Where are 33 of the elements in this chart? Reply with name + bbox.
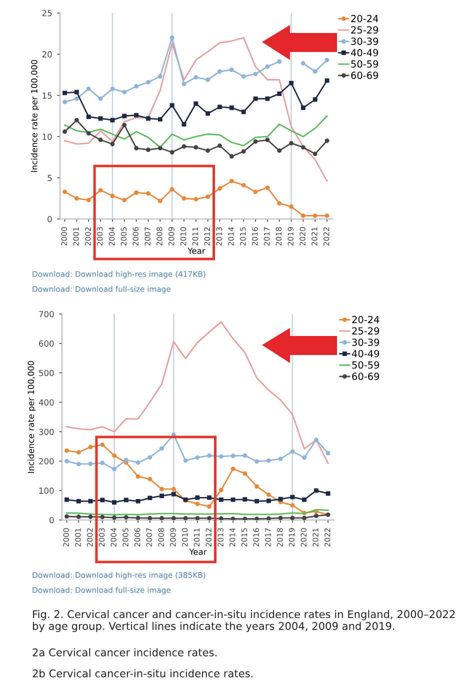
- x-axis-title: Year: [189, 548, 207, 555]
- x-axis-title: Year: [188, 248, 206, 254]
- y-tick-label: 300: [39, 428, 54, 435]
- y-tick-label: 0: [48, 216, 52, 222]
- legend-label: 50-59: [351, 60, 378, 68]
- y-tick-label: 400: [38, 399, 54, 406]
- legend-label: 25-29: [351, 26, 378, 34]
- y-tick-label: 25: [42, 10, 52, 16]
- y-tick-label: 15: [42, 92, 52, 99]
- y-tick-label: 100: [39, 488, 54, 494]
- y-tick-label: 200: [39, 458, 54, 464]
- legend-label: 20-24: [352, 316, 380, 324]
- y-axis-title: Incidence rate per 100,000: [28, 360, 36, 473]
- legend-label: 60-69: [352, 372, 380, 380]
- legend-label: 40-49: [352, 350, 380, 358]
- y-tick-label: 600: [39, 340, 54, 347]
- caption: Fig. 2. Cervical cancer and cancer-in-situ incidence rates in England, 2000–2022 by age group. Vertical lines indicate the years 2004, 2009 and 2019.: [32, 610, 455, 632]
- legend-label: 25-29: [352, 327, 380, 335]
- text: 2a Cervical cancer incidence rates.: [32, 648, 216, 656]
- text: 2b Cervical cancer-in-situ incidence rates.: [32, 669, 253, 678]
- legend-label: 60-69: [351, 72, 378, 80]
- legend-label: 40-49: [350, 48, 378, 56]
- y-tick-label: 500: [39, 370, 54, 376]
- legend-label: 50-59: [352, 361, 380, 369]
- y-tick-label: 20: [42, 51, 52, 58]
- y-axis-title: Incidence rate per 100,000: [30, 60, 39, 172]
- y-tick-label: 700: [39, 310, 54, 318]
- y-tick-label: 5: [48, 174, 52, 182]
- legend-label: 20-24: [351, 14, 378, 22]
- legend-label: 30-39: [351, 38, 378, 45]
- y-tick-label: 10: [42, 134, 52, 140]
- legend-label: 30-39: [352, 338, 380, 346]
- y-tick-label: 0: [50, 516, 54, 524]
